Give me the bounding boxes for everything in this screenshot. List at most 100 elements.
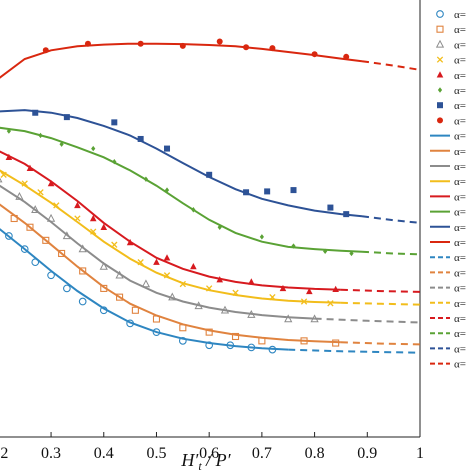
legend-marker <box>437 87 443 93</box>
legend-label: α= <box>454 161 466 173</box>
data-point <box>205 328 213 336</box>
data-point <box>243 189 250 196</box>
legend-marker <box>435 39 445 48</box>
x-tick-label: 0.9 <box>357 445 377 462</box>
legend-label: α= <box>454 222 466 234</box>
series-extrapolated-line <box>314 317 421 324</box>
data-point <box>0 171 7 178</box>
data-point <box>152 328 161 336</box>
legend-label: α= <box>454 85 466 97</box>
data-point <box>42 236 50 244</box>
data-point <box>310 314 319 323</box>
data-point <box>231 332 240 341</box>
data-point <box>206 285 213 292</box>
data-point <box>323 248 328 254</box>
data-point <box>78 244 87 253</box>
legend-marker <box>436 71 444 78</box>
legend-marker <box>437 102 443 109</box>
legend-label: α= <box>454 191 466 203</box>
data-point <box>163 272 171 279</box>
data-point <box>291 243 296 249</box>
data-point <box>268 345 277 354</box>
data-point <box>226 341 235 350</box>
data-point <box>332 285 339 292</box>
data-point <box>115 270 124 279</box>
x-tick-label: 0.2 <box>0 445 8 462</box>
data-point <box>79 267 87 275</box>
data-point <box>126 319 134 328</box>
data-point <box>284 314 293 323</box>
legend-label: α= <box>454 313 466 325</box>
data-point <box>206 171 213 178</box>
data-point <box>100 223 108 230</box>
series-extrapolated-line <box>340 341 421 346</box>
legend-label: α= <box>454 267 466 279</box>
series-fit-line <box>0 126 363 253</box>
data-point <box>327 204 334 211</box>
series-2 <box>0 126 421 257</box>
data-point <box>258 337 266 345</box>
series-1 <box>0 109 421 224</box>
data-point <box>59 141 64 147</box>
series-7 <box>0 228 421 354</box>
series-extrapolated-line <box>361 250 421 256</box>
data-point <box>178 337 187 345</box>
data-point <box>168 292 177 301</box>
data-point <box>191 207 196 213</box>
data-point <box>179 324 187 332</box>
legend-label: α= <box>454 328 466 340</box>
data-point <box>194 301 203 310</box>
data-point <box>217 224 222 230</box>
data-point <box>63 114 70 121</box>
x-tick-label: 0.6 <box>199 445 219 462</box>
data-point <box>179 42 186 49</box>
data-point <box>343 53 350 60</box>
data-point <box>131 306 139 314</box>
data-point <box>232 289 239 296</box>
legend-label: α= <box>454 283 466 295</box>
data-point <box>15 191 24 200</box>
legend-label: α= <box>454 9 466 21</box>
data-point <box>259 234 264 240</box>
legend-label: α= <box>454 100 466 112</box>
legend-label: α= <box>454 298 466 310</box>
legend-label: α= <box>454 39 466 51</box>
data-point <box>38 132 43 139</box>
data-point <box>247 309 256 318</box>
data-point <box>164 187 170 193</box>
data-point <box>164 145 171 152</box>
series-fit-line <box>0 42 363 79</box>
series-fit-line <box>0 184 315 320</box>
legend-label: α= <box>454 207 466 219</box>
legend-label: α= <box>454 24 466 36</box>
data-point <box>153 258 160 265</box>
data-point <box>311 51 318 58</box>
data-point <box>74 201 81 209</box>
data-point <box>247 343 256 352</box>
data-point <box>349 250 354 257</box>
data-point <box>47 179 55 187</box>
data-point <box>152 315 161 323</box>
legend-label: α= <box>454 115 466 127</box>
x-tick-label: 0.8 <box>305 445 325 462</box>
data-point <box>111 119 118 126</box>
data-point <box>84 40 91 47</box>
data-point <box>111 241 118 248</box>
data-point <box>116 293 124 301</box>
data-point <box>163 254 171 261</box>
data-point <box>179 280 186 288</box>
data-point <box>269 45 276 52</box>
data-point <box>243 44 250 51</box>
x-tick-label: 1 <box>416 445 424 462</box>
data-point <box>47 271 55 280</box>
data-point <box>126 238 134 246</box>
data-point <box>216 38 223 45</box>
legend-label: α= <box>454 70 466 82</box>
data-point <box>343 211 350 218</box>
data-point <box>31 258 40 267</box>
data-point <box>91 145 96 152</box>
series-extrapolated-line <box>361 60 421 71</box>
data-point <box>248 278 255 285</box>
legend: α= α= α= α= α= α= α= α= α= α= α= α= α= α= α= α= α= α= α= α=… <box>430 9 466 371</box>
